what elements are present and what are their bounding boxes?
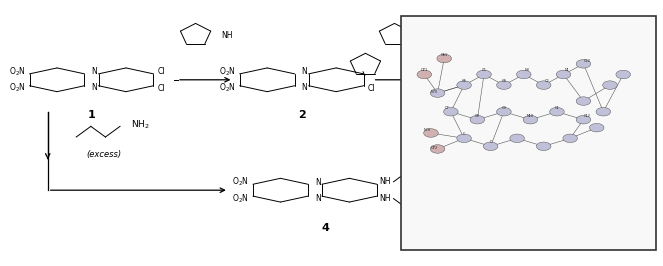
Text: C6: C6 [461, 79, 467, 83]
Ellipse shape [437, 54, 452, 63]
Text: 3: 3 [497, 110, 505, 120]
Ellipse shape [576, 60, 591, 68]
Text: O$_2$N: O$_2$N [9, 82, 25, 94]
Text: NH: NH [380, 194, 391, 203]
Text: N10: N10 [527, 114, 534, 118]
Text: O$_2$N: O$_2$N [219, 82, 235, 94]
Text: N: N [501, 67, 506, 76]
Text: N3: N3 [524, 68, 530, 73]
Ellipse shape [596, 107, 611, 116]
Text: 4: 4 [322, 223, 330, 233]
Ellipse shape [483, 142, 498, 151]
Ellipse shape [576, 97, 591, 105]
Ellipse shape [457, 134, 471, 143]
Ellipse shape [516, 70, 531, 79]
Text: NH$_2$: NH$_2$ [131, 119, 149, 131]
Text: N: N [91, 83, 97, 92]
Ellipse shape [457, 81, 471, 89]
Ellipse shape [536, 142, 551, 151]
Ellipse shape [424, 129, 438, 137]
Ellipse shape [563, 134, 577, 143]
Text: NH: NH [221, 31, 232, 40]
Ellipse shape [417, 70, 432, 79]
Text: Cl: Cl [368, 84, 375, 93]
Ellipse shape [589, 123, 604, 132]
Text: N: N [501, 83, 506, 92]
Text: N: N [91, 67, 97, 76]
Ellipse shape [576, 115, 591, 124]
Text: N: N [315, 178, 320, 187]
Text: C9: C9 [501, 106, 507, 110]
Ellipse shape [430, 89, 445, 97]
Text: 2: 2 [298, 110, 306, 120]
Text: C: C [463, 132, 465, 136]
Text: N: N [302, 83, 307, 92]
Text: (excess): (excess) [86, 150, 121, 159]
Text: C12: C12 [583, 114, 590, 118]
Ellipse shape [430, 145, 445, 153]
Ellipse shape [497, 107, 511, 116]
Bar [401, 16, 656, 250]
Text: C7: C7 [445, 106, 450, 110]
Ellipse shape [536, 81, 551, 89]
Ellipse shape [497, 81, 511, 89]
Text: O72: O72 [431, 146, 438, 150]
Text: N70: N70 [431, 90, 438, 94]
Text: O61: O61 [441, 52, 448, 57]
Text: NH: NH [380, 177, 391, 186]
Ellipse shape [523, 115, 538, 124]
Text: C2: C2 [544, 79, 550, 83]
Text: O$_2$N: O$_2$N [232, 176, 249, 188]
Ellipse shape [556, 70, 571, 79]
Ellipse shape [603, 81, 617, 89]
Text: N70: N70 [424, 128, 431, 132]
Ellipse shape [510, 134, 524, 143]
Text: C: C [489, 140, 492, 144]
Text: O$_2$N: O$_2$N [9, 65, 25, 78]
Text: C22: C22 [583, 59, 590, 63]
Text: C8: C8 [475, 114, 480, 118]
Text: Cl: Cl [158, 84, 165, 93]
Ellipse shape [444, 107, 458, 116]
Text: O$_2$N: O$_2$N [418, 82, 434, 94]
Text: O71: O71 [421, 68, 428, 73]
Text: C4: C4 [501, 79, 507, 83]
Text: O$_2$N: O$_2$N [219, 65, 235, 78]
Ellipse shape [477, 70, 491, 79]
Text: O$_2$N: O$_2$N [418, 65, 434, 78]
Ellipse shape [550, 107, 564, 116]
Text: N: N [315, 194, 320, 203]
Ellipse shape [470, 115, 485, 124]
Text: Cl: Cl [158, 67, 165, 76]
Text: 1: 1 [88, 110, 95, 120]
Ellipse shape [616, 70, 631, 79]
Text: N: N [302, 67, 307, 76]
Text: O$_2$N: O$_2$N [232, 192, 249, 205]
Text: C5: C5 [481, 68, 487, 73]
Text: N1: N1 [564, 68, 570, 73]
Text: C1: C1 [554, 106, 560, 110]
Text: NH: NH [420, 31, 431, 40]
